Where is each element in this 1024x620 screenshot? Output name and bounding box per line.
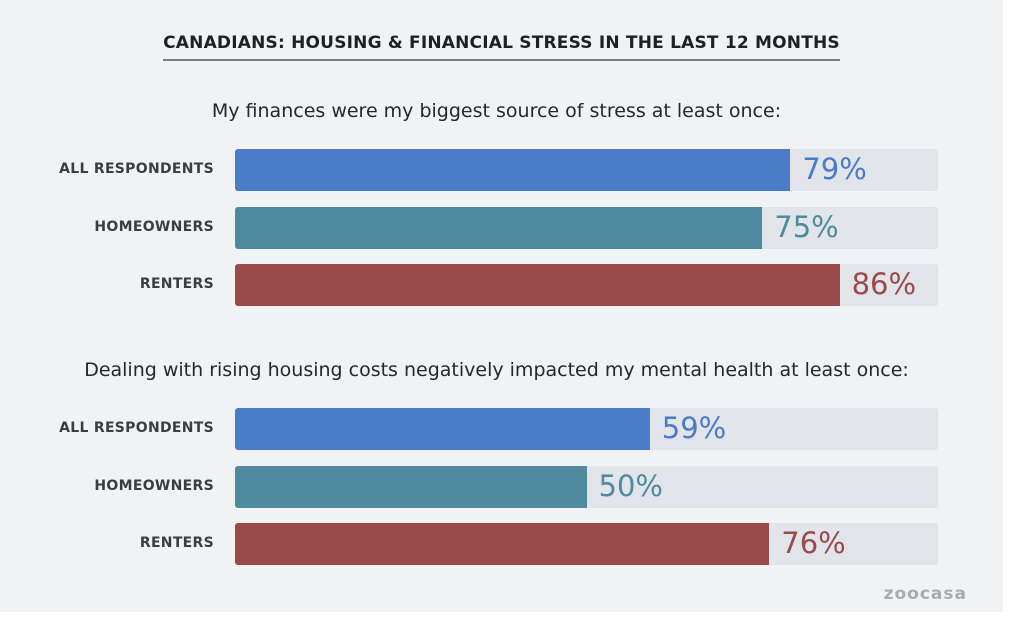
- bar: [235, 466, 587, 508]
- bar: [235, 523, 770, 565]
- bar-track: 59%: [235, 408, 938, 450]
- bar: [235, 207, 763, 249]
- value-label: 75%: [774, 210, 839, 244]
- value-label: 86%: [851, 267, 917, 301]
- bar-track: 86%: [235, 264, 938, 306]
- chart-title: CANADIANS: HOUSING & FINANCIAL STRESS IN…: [163, 33, 840, 61]
- bar-row: ALL RESPONDENTS 79%: [0, 149, 1003, 191]
- zoocasa-logo: zoocasa: [883, 584, 967, 604]
- question-1-title: My finances were my biggest source of st…: [211, 100, 782, 122]
- category-label: RENTERS: [139, 535, 214, 551]
- category-label: HOMEOWNERS: [94, 219, 214, 235]
- value-label: 79%: [802, 152, 867, 186]
- chart-title-wrap: CANADIANS: HOUSING & FINANCIAL STRESS IN…: [0, 33, 1003, 61]
- question-2-title: Dealing with rising housing costs negati…: [84, 359, 909, 381]
- value-label: 76%: [781, 526, 846, 560]
- category-label: HOMEOWNERS: [94, 478, 214, 494]
- value-label: 50%: [598, 469, 663, 503]
- bar-row: RENTERS 86%: [0, 264, 1003, 306]
- category-label: ALL RESPONDENTS: [59, 161, 214, 177]
- bar-row: HOMEOWNERS 75%: [0, 207, 1003, 249]
- category-label: RENTERS: [139, 276, 214, 292]
- infographic-card: CANADIANS: HOUSING & FINANCIAL STRESS IN…: [0, 0, 1003, 612]
- bar-track: 50%: [235, 466, 938, 508]
- bar-row: ALL RESPONDENTS 59%: [0, 408, 1003, 450]
- value-label: 59%: [661, 411, 727, 445]
- bar-row: HOMEOWNERS 50%: [0, 466, 1003, 508]
- bar: [235, 264, 840, 306]
- bar-track: 79%: [235, 149, 938, 191]
- bar: [235, 408, 650, 450]
- bar-track: 76%: [235, 523, 938, 565]
- bar-track: 75%: [235, 207, 938, 249]
- bar: [235, 149, 791, 191]
- bar-row: RENTERS 76%: [0, 523, 1003, 565]
- category-label: ALL RESPONDENTS: [59, 420, 214, 436]
